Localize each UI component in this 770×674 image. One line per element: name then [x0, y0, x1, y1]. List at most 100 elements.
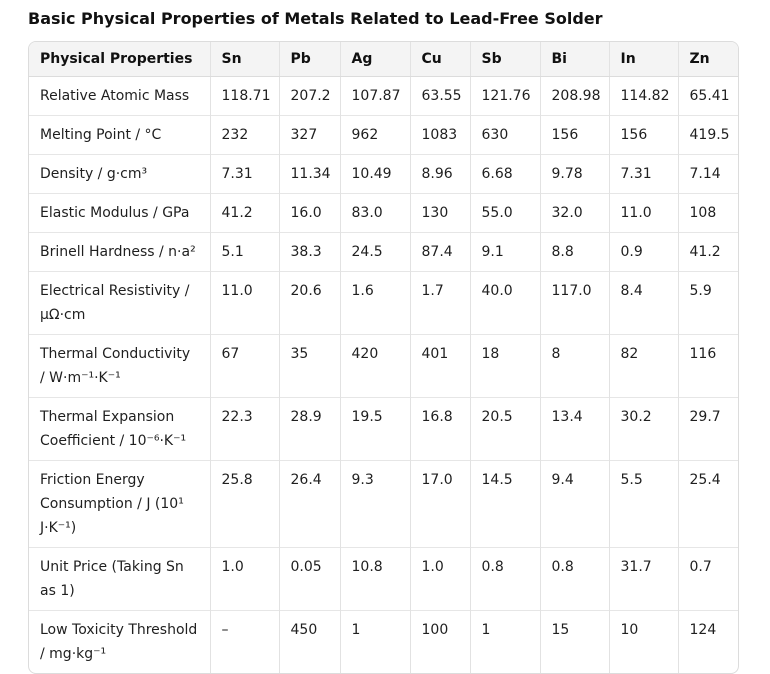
zn-value-cell: 108: [677, 193, 738, 233]
zn-value-cell: 5.9: [677, 271, 738, 335]
table-row: Density / g·cm³ 7.31 11.34 10.49 8.96 6.68 9.7…: [29, 154, 738, 194]
cu-value-cell: 401: [409, 334, 470, 398]
ag-value-cell: 1.6: [339, 271, 410, 335]
cu-value-cell: 130: [409, 193, 470, 233]
ag-value-cell: 83.0: [339, 193, 410, 233]
property-name-cell: Thermal Conductivity / W·m⁻¹·K⁻¹: [29, 334, 210, 398]
zn-value-cell: 65.41: [677, 76, 738, 116]
cu-value-cell: 1083: [409, 115, 470, 155]
cu-value-cell: 17.0: [409, 460, 470, 548]
property-name-cell: Thermal Expansion Coefficient / 10⁻⁶·K⁻¹: [29, 397, 210, 461]
bi-value-cell: 8.8: [539, 232, 609, 272]
property-name-cell: Elastic Modulus / GPa: [29, 193, 210, 233]
sn-value-cell: 5.1: [209, 232, 279, 272]
sb-value-cell: 9.1: [469, 232, 540, 272]
cu-value-cell: 1.7: [409, 271, 470, 335]
in-value-cell: 8.4: [608, 271, 678, 335]
pb-value-cell: 207.2: [278, 76, 340, 116]
sb-value-cell: 6.68: [469, 154, 540, 194]
cu-value-cell: 87.4: [409, 232, 470, 272]
zn-value-cell: 419.5: [677, 115, 738, 155]
ag-value-cell: 107.87: [339, 76, 410, 116]
in-value-cell: 7.31: [608, 154, 678, 194]
header-ag: Ag: [339, 42, 410, 77]
ag-value-cell: 9.3: [339, 460, 410, 548]
pb-value-cell: 0.05: [278, 547, 340, 611]
pb-value-cell: 11.34: [278, 154, 340, 194]
sb-value-cell: 14.5: [469, 460, 540, 548]
property-name-cell: Relative Atomic Mass: [40, 88, 190, 104]
table-title: Basic Physical Properties of Metals Rela…: [28, 9, 603, 28]
sb-value-cell: 20.5: [469, 397, 540, 461]
bi-value-cell: 13.4: [539, 397, 609, 461]
ag-value-cell: 420: [339, 334, 410, 398]
header-bi: Bi: [539, 42, 609, 77]
pb-value-cell: 20.6: [278, 271, 340, 335]
in-value-cell: 114.82: [608, 76, 678, 116]
property-name-cell: Melting Point / °C: [29, 115, 210, 155]
sn-value-cell: 7.31: [209, 154, 279, 194]
header-pb: Pb: [278, 42, 340, 77]
property-name-cell: Density / g·cm³: [29, 154, 210, 194]
property-name-cell: Brinell Hardness / n·a²: [29, 232, 210, 272]
properties-table-container: Physical Properties Sn Pb Ag Cu Sb Bi In…: [28, 41, 739, 674]
table-row: Thermal Conductivity / W·m⁻¹·K⁻¹ 67 35 420 4…: [29, 334, 738, 398]
in-value-cell: 82: [608, 334, 678, 398]
ag-value-cell: 962: [339, 115, 410, 155]
pb-value-cell: 35: [278, 334, 340, 398]
sn-value-cell: 22.3: [209, 397, 279, 461]
ag-value-cell: 19.5: [339, 397, 410, 461]
pb-value-cell: 26.4: [278, 460, 340, 548]
bi-value-cell: 156: [539, 115, 609, 155]
bi-value-cell: 32.0: [539, 193, 609, 233]
sn-value-cell: 67: [209, 334, 279, 398]
table-row: Unit Price (Taking Sn as 1) 1.0 0.05 10.8 1.…: [29, 547, 738, 611]
in-value-cell: 0.9: [608, 232, 678, 272]
pb-value-cell: 16.0: [278, 193, 340, 233]
table-row: Relative Atomic Mass 118.71 207.2 107.87 63.…: [29, 76, 738, 116]
pb-value-cell: 28.9: [278, 397, 340, 461]
ag-value-cell: 10.8: [339, 547, 410, 611]
sb-value-cell: 40.0: [469, 271, 540, 335]
pb-value-cell: 38.3: [278, 232, 340, 272]
in-value-cell: 31.7: [608, 547, 678, 611]
header-row: Physical Properties Sn Pb Ag Cu Sb Bi In…: [29, 42, 738, 77]
property-name-cell: Unit Price (Taking Sn as 1): [29, 547, 210, 611]
header-sn: Sn: [209, 42, 279, 77]
sb-value-cell: 630: [469, 115, 540, 155]
header-in: In: [608, 42, 678, 77]
header-cu: Cu: [409, 42, 470, 77]
table-row: Melting Point / °C 232 327 962 1083 630 156 156…: [29, 115, 738, 155]
cu-value-cell: 63.55: [409, 76, 470, 116]
sn-value-cell: 25.8: [209, 460, 279, 548]
sn-value-cell: 11.0: [209, 271, 279, 335]
table-row: Friction Energy Consumption / J (10¹ J·K…: [29, 460, 738, 548]
sn-value-cell: 118.71: [209, 76, 279, 116]
table-row: Brinell Hardness / n·a² 5.1 38.3 24.5 87.4 9.…: [29, 232, 738, 272]
bi-value-cell: 117.0: [539, 271, 609, 335]
sn-value-cell: 1.0: [209, 547, 279, 611]
header-zn: Zn: [677, 42, 738, 77]
property-name-cell: Electrical Resistivity / μΩ·cm: [29, 271, 210, 335]
ag-value-cell: 24.5: [339, 232, 410, 272]
zn-value-cell: 7.14: [677, 154, 738, 194]
zn-value-cell: 25.4: [677, 460, 738, 548]
sb-value-cell: 121.76: [469, 76, 540, 116]
bi-value-cell: 0.8: [539, 547, 609, 611]
in-value-cell: 156: [608, 115, 678, 155]
bi-value-cell: 8: [539, 334, 609, 398]
bi-value-cell: 208.98: [539, 76, 609, 116]
sn-value-cell: 232: [209, 115, 279, 155]
in-value-cell: 5.5: [608, 460, 678, 548]
table-header: Physical Properties Sn Pb Ag Cu Sb Bi In…: [29, 42, 738, 77]
cu-value-cell: 8.96: [409, 154, 470, 194]
table-row: Thermal Expansion Coefficient / 10⁻⁶·K⁻¹…: [29, 397, 738, 461]
ag-value-cell: 10.49: [339, 154, 410, 194]
sn-value-cell: 41.2: [209, 193, 279, 233]
page: Basic Physical Properties of Metals Rela…: [28, 9, 739, 674]
sb-value-cell: 55.0: [469, 193, 540, 233]
bi-value-cell: 9.78: [539, 154, 609, 194]
property-name-cell: Friction Energy Consumption / J (10¹ J·K…: [29, 460, 210, 548]
zn-value-cell: 116: [677, 334, 738, 398]
table-row: Elastic Modulus / GPa 41.2 16.0 83.0 130 55.0…: [29, 193, 738, 233]
